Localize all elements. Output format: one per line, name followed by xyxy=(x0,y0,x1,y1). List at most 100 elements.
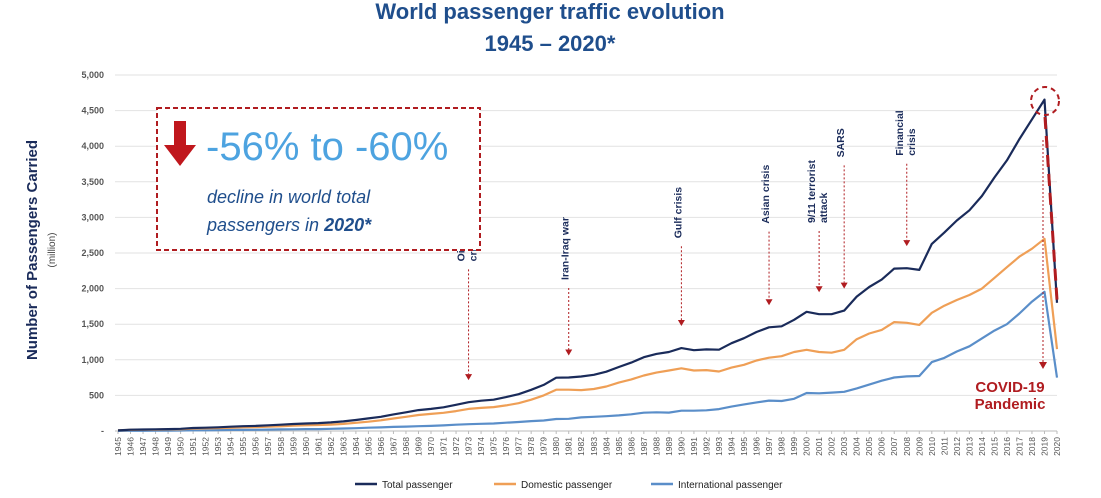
y-tick-label: 2,500 xyxy=(81,248,104,258)
y-tick-label: 5,000 xyxy=(81,70,104,80)
event-arrow-head xyxy=(465,374,473,381)
x-tick-label: 2018 xyxy=(1027,437,1037,456)
event-label-2: attack xyxy=(818,193,830,224)
event-label: Iran-Iraq war xyxy=(560,217,572,280)
y-tick-label: 4,000 xyxy=(81,141,104,151)
x-tick-label: 1957 xyxy=(263,437,273,456)
legend-item: Total passenger xyxy=(355,480,453,491)
x-tick-label: 2006 xyxy=(877,437,887,456)
covid-marker: COVID-19 Pandemic xyxy=(975,86,1060,413)
x-tick-label: 2005 xyxy=(864,437,874,456)
event-arrow-head xyxy=(765,299,773,306)
x-tick-label: 2016 xyxy=(1002,437,1012,456)
x-tick-label: 1982 xyxy=(576,437,586,456)
covid-label-line1: COVID-19 xyxy=(975,379,1044,396)
x-tick-label: 2019 xyxy=(1039,437,1049,456)
x-tick-label: 2017 xyxy=(1014,437,1024,456)
x-tick-label: 1996 xyxy=(752,437,762,456)
event-iran-iraq-war: Iran-Iraq war xyxy=(560,217,573,356)
legend-label: International passenger xyxy=(678,480,783,491)
x-tick-label: 1981 xyxy=(564,437,574,456)
legend-label: Domestic passenger xyxy=(521,480,613,491)
x-tick-label: 2012 xyxy=(952,437,962,456)
x-tick-label: 1986 xyxy=(626,437,636,456)
event-gulf-crisis: Gulf crisis xyxy=(672,187,685,327)
x-tick-label: 1985 xyxy=(614,437,624,456)
x-tick-label: 1968 xyxy=(401,437,411,456)
x-tick-label: 1964 xyxy=(351,437,361,456)
x-tick-label: 1995 xyxy=(739,437,749,456)
chart-subtitle: 1945 – 2020* xyxy=(485,31,616,56)
x-tick-label: 1948 xyxy=(151,437,161,456)
x-tick-label: 1980 xyxy=(551,437,561,456)
legend-label: Total passenger xyxy=(382,480,453,491)
x-tick-label: 1952 xyxy=(201,437,211,456)
chart-title: World passenger traffic evolution xyxy=(375,0,724,24)
x-tick-label: 1963 xyxy=(338,437,348,456)
series-line-international-passenger xyxy=(117,290,1059,432)
x-tick-label: 2013 xyxy=(964,437,974,456)
x-tick-label: 1974 xyxy=(476,437,486,456)
event-label: Gulf crisis xyxy=(672,187,684,239)
x-tick-label: 1966 xyxy=(376,437,386,456)
event-sars: SARS xyxy=(835,128,848,289)
event-annotations: Oilcrisis Iran-Iraq war Gulf crisis Asian c… xyxy=(456,110,918,381)
event-arrow-head xyxy=(903,240,911,247)
x-tick-label: 1949 xyxy=(163,437,173,456)
legend-item: International passenger xyxy=(651,480,783,491)
legend: Total passenger Domestic passenger Interna… xyxy=(355,480,783,491)
event-arrow-head xyxy=(815,286,823,293)
x-tick-label: 1951 xyxy=(188,437,198,456)
callout-box xyxy=(156,107,481,251)
x-tick-label: 1976 xyxy=(501,437,511,456)
x-tick-label: 2009 xyxy=(914,437,924,456)
x-tick-label: 1972 xyxy=(451,437,461,456)
x-tick-label: 1991 xyxy=(689,437,699,456)
x-tick-label: 2001 xyxy=(814,437,824,456)
x-tick-label: 1946 xyxy=(126,437,136,456)
covid-arrow-head xyxy=(1039,362,1047,369)
x-tick-label: 2010 xyxy=(927,437,937,456)
series-line-domestic-passenger xyxy=(117,237,1059,432)
event-label: Asian crisis xyxy=(760,165,772,224)
x-tick-label: 1987 xyxy=(639,437,649,456)
event-label: SARS xyxy=(835,128,847,157)
x-tick-label: 1975 xyxy=(489,437,499,456)
x-tick-labels: 1945 1946 1947 1948 1949 1950 1951 1952 1953 1954… xyxy=(113,431,1062,456)
x-tick-label: 2007 xyxy=(889,437,899,456)
down-arrow-icon xyxy=(164,121,196,166)
x-tick-label: 2004 xyxy=(852,437,862,456)
event-oil: Oilcrisis xyxy=(456,234,480,381)
x-tick-label: 1971 xyxy=(439,437,449,456)
x-tick-label: 1992 xyxy=(701,437,711,456)
x-tick-label: 2015 xyxy=(989,437,999,456)
x-tick-label: 1984 xyxy=(601,437,611,456)
x-tick-label: 1955 xyxy=(238,437,248,456)
x-tick-label: 1978 xyxy=(526,437,536,456)
x-tick-label: 1979 xyxy=(539,437,549,456)
callout-line2: passengers in 2020* xyxy=(206,215,372,235)
covid-label-line2: Pandemic xyxy=(975,396,1046,413)
x-tick-label: 1983 xyxy=(589,437,599,456)
x-tick-label: 1945 xyxy=(113,437,123,456)
x-tick-label: 1953 xyxy=(213,437,223,456)
series-lines xyxy=(117,98,1059,432)
event-arrow-head xyxy=(840,282,848,289)
x-tick-label: 2008 xyxy=(902,437,912,456)
decline-callout: -56% to -60% decline in world total pass… xyxy=(156,107,481,251)
x-tick-label: 2011 xyxy=(939,437,949,456)
y-tick-label: 3,000 xyxy=(81,212,104,222)
event-arrow-head xyxy=(677,320,685,327)
x-tick-label: 1990 xyxy=(676,437,686,456)
peak-highlight-circle xyxy=(1030,86,1060,116)
x-tick-label: 1947 xyxy=(138,437,148,456)
x-tick-label: 2002 xyxy=(827,437,837,456)
y-axis-label: Number of Passengers Carried xyxy=(24,140,41,360)
x-tick-label: 1977 xyxy=(514,437,524,456)
event-9-11-terrorist: 9/11 terrorist attack xyxy=(806,159,830,293)
y-tick-label: 500 xyxy=(89,390,104,400)
x-tick-label: 2020 xyxy=(1052,437,1062,456)
x-tick-label: 1959 xyxy=(288,437,298,456)
x-tick-label: 1999 xyxy=(789,437,799,456)
